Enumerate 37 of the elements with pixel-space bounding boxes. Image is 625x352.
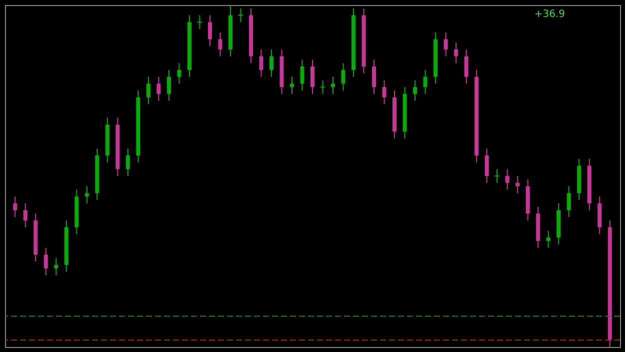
candlestick (372, 59, 376, 94)
candlestick (300, 59, 304, 91)
candlestick (320, 80, 326, 94)
candlestick (341, 62, 346, 91)
candlestick (423, 69, 428, 94)
annotation: +36.9 (534, 9, 565, 20)
candlestick (156, 76, 161, 102)
candlestick (382, 80, 386, 105)
candlestick (84, 186, 89, 204)
candlestick (177, 62, 182, 84)
candlestick (218, 32, 222, 57)
candlestick (546, 230, 550, 248)
candlestick (208, 14, 212, 47)
candlestick (516, 176, 520, 194)
candlestick (44, 247, 48, 276)
candlestick (494, 168, 500, 184)
candlestick (54, 258, 58, 276)
candlestick (413, 80, 418, 102)
candlestick (166, 69, 171, 102)
candlestick (484, 148, 489, 184)
candlestick (454, 42, 458, 64)
candlestick (126, 148, 130, 176)
candlestick (566, 186, 571, 218)
candlestick (13, 196, 18, 218)
candlestick (197, 14, 202, 30)
candlestick (23, 202, 28, 228)
candlestick (464, 48, 468, 84)
candlestick (146, 76, 150, 105)
candlestick (444, 32, 448, 57)
candlestick (290, 76, 294, 94)
candlestick (505, 168, 510, 190)
candlestick (598, 196, 602, 235)
candlestick (310, 59, 314, 94)
candlestick (331, 76, 336, 94)
candlestick (238, 8, 244, 23)
candlestick (259, 48, 264, 78)
candlestick (269, 48, 274, 78)
